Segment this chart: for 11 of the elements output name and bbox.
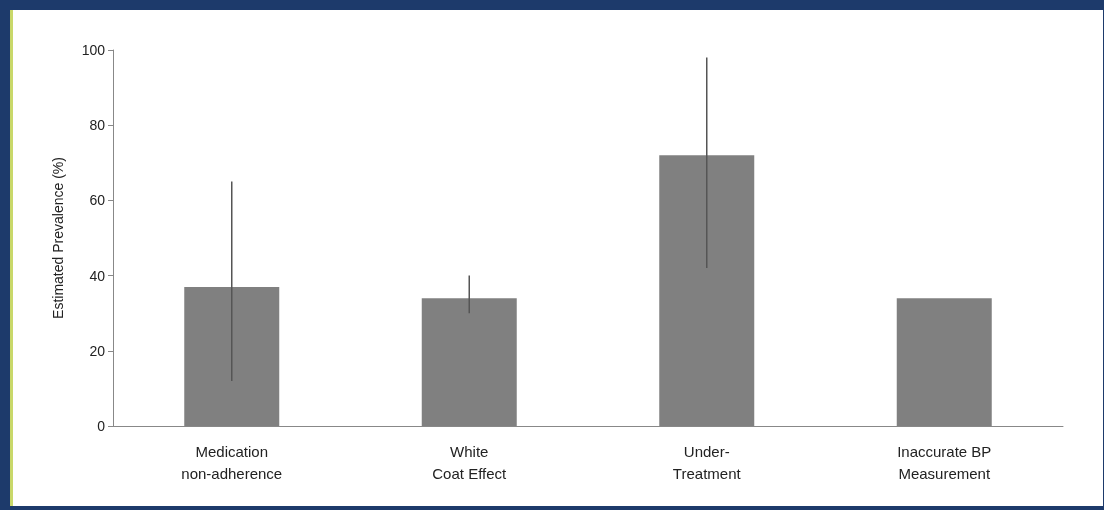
y-tick-label: 60	[89, 192, 106, 209]
y-tick-label: 20	[89, 342, 106, 359]
y-tick-label: 40	[89, 267, 106, 284]
x-tick-label: Under- Treatment	[672, 442, 742, 482]
y-tick-label: 100	[81, 42, 106, 58]
y-tick-label: 0	[97, 418, 106, 434]
x-tick-label: White Coat Effect	[432, 442, 508, 482]
x-tick-label: Inaccurate BP Measurement	[897, 442, 992, 482]
x-tick-label: Medication non-adherence	[181, 442, 283, 482]
y-tick-label: 80	[89, 117, 106, 134]
y-axis-title: Estimated Prevalence (%)	[50, 157, 66, 319]
